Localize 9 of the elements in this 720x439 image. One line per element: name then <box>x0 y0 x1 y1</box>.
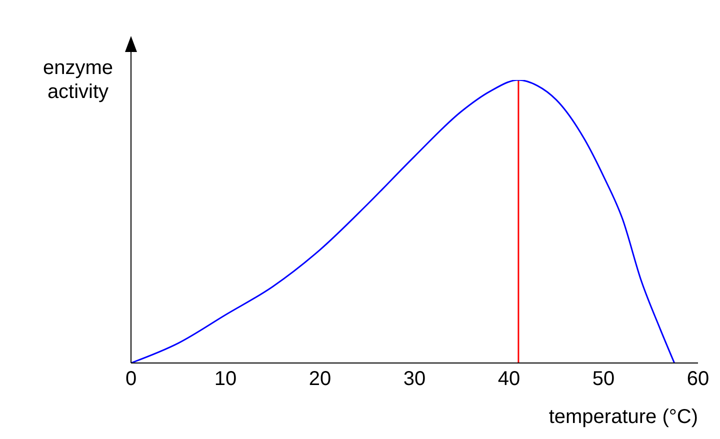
x-tick-label: 30 <box>403 368 426 390</box>
x-tick-label: 10 <box>214 368 237 390</box>
x-tick-label: 60 <box>686 368 710 390</box>
y-axis-title: enzyme activity <box>42 56 114 104</box>
x-tick-label: 40 <box>498 368 520 390</box>
x-tick-label: 20 <box>308 368 332 390</box>
x-tick-label: 50 <box>592 368 615 390</box>
x-tick-label: 0 <box>125 368 137 390</box>
x-axis-title: temperature (°C) <box>548 406 698 428</box>
